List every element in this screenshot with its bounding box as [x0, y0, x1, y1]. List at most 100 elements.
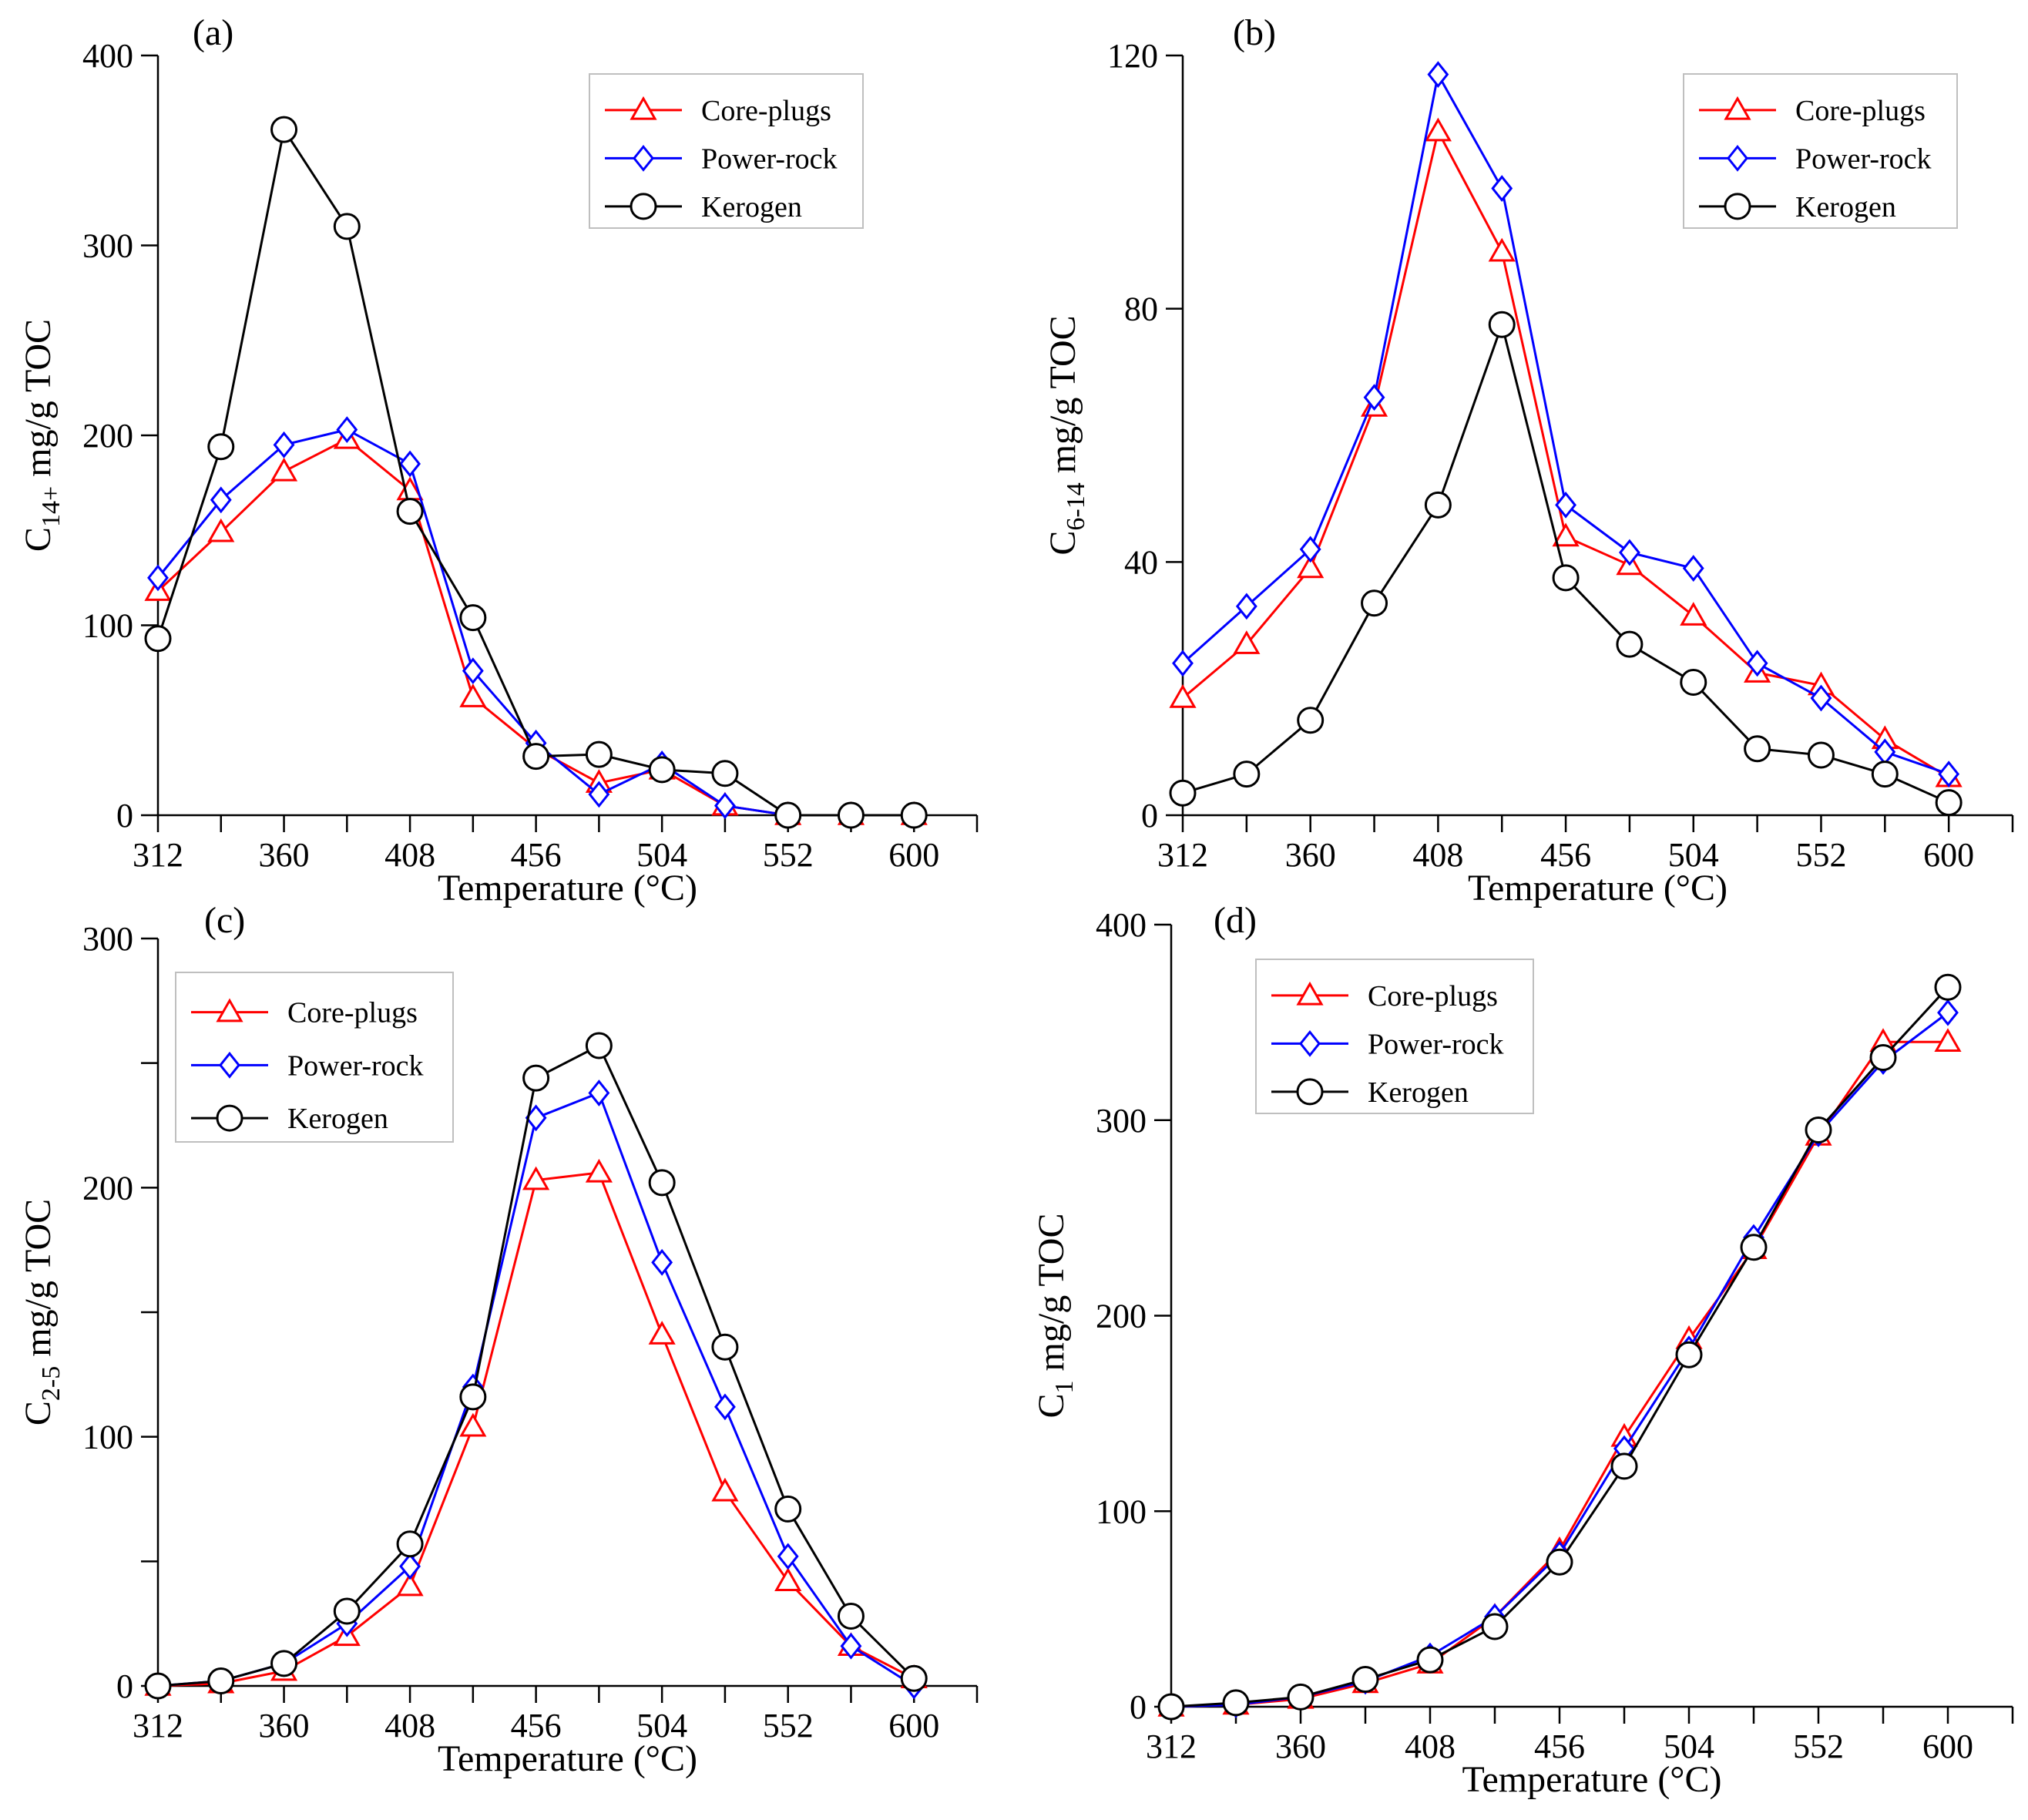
panel-a-kerogen-point — [396, 498, 424, 526]
panel-a-kerogen-point — [837, 801, 865, 829]
panel-d-y-tick-label: 400 — [1096, 906, 1147, 944]
panel-b-x-tick-label: 552 — [1795, 836, 1846, 874]
panel-b-x-tick-label: 312 — [1157, 836, 1208, 874]
panel-c-x-tick-label: 552 — [763, 1707, 814, 1744]
panel-a-kerogen-point — [522, 743, 550, 771]
panel-b-kerogen-point — [1552, 564, 1580, 592]
panel-c-core_plugs-point — [711, 1477, 739, 1502]
panel-a-legend-label-power_rock: Power-rock — [701, 143, 838, 175]
panel-c-legend-marker-kerogen — [216, 1104, 243, 1132]
panel-d-legend: Core-plugs Power-rock Kerogen — [1255, 959, 1534, 1114]
panel-d-legend-label-kerogen: Kerogen — [1368, 1076, 1469, 1109]
panel-c-kerogen-point — [207, 1667, 235, 1695]
panel-d-series-kerogen — [1157, 973, 1962, 1721]
panel-a-kerogen-point — [648, 756, 676, 784]
panel-c-kerogen-point — [333, 1597, 361, 1625]
panel-c-y-tick-label: 0 — [116, 1667, 133, 1705]
panel-d-y-tick-label: 200 — [1096, 1298, 1147, 1335]
panel-c-kerogen-point — [459, 1383, 487, 1411]
panel-b-kerogen-point — [1616, 630, 1644, 658]
panel-d-core_plugs-point — [1934, 1028, 1962, 1052]
panel-c-x-axis-title: Temperature (°C) — [438, 1738, 697, 1779]
panel-a-power_rock-point — [210, 486, 232, 514]
panel-d-legend-marker-core_plugs — [1296, 981, 1324, 1006]
panel-d-kerogen-point — [1869, 1044, 1897, 1072]
panel-b-series-power_rock — [1172, 61, 1960, 787]
panel-a: 312 360 408 456 504 552 600 0 100 200 300 400 Temper… — [18, 12, 979, 908]
panel-d-x-axis-title: Temperature (°C) — [1462, 1759, 1721, 1800]
panel-b-kerogen-point — [1680, 668, 1707, 696]
panel-c-power_rock-point — [714, 1393, 736, 1421]
panel-c-x-tick-label: 504 — [636, 1707, 687, 1744]
panel-a-x-tick-label: 312 — [133, 836, 183, 874]
panel-a-x-tick-label: 504 — [636, 836, 687, 874]
panel-b-x-tick-label: 360 — [1285, 836, 1336, 874]
panel-c-x-tick-label: 600 — [888, 1707, 939, 1744]
panel-d-x-tick-label: 312 — [1146, 1728, 1197, 1765]
panel-d-kerogen-point — [1805, 1116, 1832, 1143]
panel-b-power_rock-point — [1555, 491, 1576, 519]
panel-a-legend-label-kerogen: Kerogen — [701, 191, 802, 223]
panel-a-kerogen-point — [207, 433, 235, 461]
panel-a-x-axis-title: Temperature (°C) — [438, 868, 697, 908]
panel-d-y-tick-label: 300 — [1096, 1102, 1147, 1140]
panel-c-series-kerogen — [144, 1032, 928, 1700]
panel-b-legend-marker-kerogen — [1724, 193, 1751, 220]
panel-d-kerogen-point — [1546, 1548, 1573, 1576]
panel-c-x-tick-label: 408 — [384, 1707, 435, 1744]
panel-b-kerogen-point — [1297, 707, 1325, 734]
panel-d-kerogen-point — [1416, 1646, 1444, 1674]
panel-c-core_plugs-point — [648, 1321, 676, 1345]
panel-c-kerogen-point — [711, 1333, 739, 1361]
panel-b-kerogen-point — [1744, 735, 1771, 763]
panel-a-series-kerogen — [144, 116, 928, 829]
panel-a-kerogen-point — [270, 116, 298, 143]
panel-d-power_rock-point — [1937, 999, 1959, 1026]
panel-d-x-tick-label: 360 — [1275, 1728, 1326, 1765]
panel-a-kerogen-point — [711, 760, 739, 787]
panel-c-power_rock-point — [840, 1632, 862, 1660]
panel-a-y-axis-title: C14+ mg/g TOC — [18, 319, 65, 552]
panel-b-legend-marker-power_rock — [1727, 144, 1748, 172]
panel-c-label: (c) — [204, 900, 245, 941]
panel-d-legend-label-power_rock: Power-rock — [1368, 1028, 1504, 1060]
panel-c-kerogen-point — [522, 1064, 550, 1092]
panel-d-y-tick-label: 0 — [1130, 1688, 1147, 1726]
panel-c-kerogen-point — [900, 1664, 928, 1692]
panel-a-power_rock-point — [147, 564, 169, 592]
panel-b-core_plugs-point — [1424, 117, 1452, 142]
panel-d-legend-marker-power_rock — [1299, 1029, 1321, 1057]
panel-d-kerogen-point — [1157, 1693, 1185, 1721]
panel-c-legend-label-power_rock: Power-rock — [287, 1049, 424, 1082]
panel-c-y-tick-label: 300 — [82, 920, 133, 958]
panel-d-y-axis-title: C1 mg/g TOC — [1031, 1214, 1079, 1419]
panel-b-core_plugs-point — [1552, 522, 1580, 547]
panel-c-y-tick-label: 200 — [82, 1169, 133, 1207]
panel-b-kerogen-point — [1488, 311, 1516, 338]
panel-c-legend: Core-plugs Power-rock Kerogen — [175, 972, 454, 1143]
panel-a-core_plugs-point — [207, 518, 235, 542]
panel-c-legend-marker-core_plugs — [216, 998, 243, 1022]
panel-d-x-tick-label: 408 — [1405, 1728, 1456, 1765]
panel-b-kerogen-point — [1424, 491, 1452, 519]
panel-a-kerogen-point — [900, 801, 928, 829]
panel-a-y-tick-label: 100 — [82, 607, 133, 645]
panel-d-kerogen-point — [1675, 1341, 1703, 1368]
panel-a-kerogen-point — [774, 801, 802, 829]
panel-c-legend-label-kerogen: Kerogen — [287, 1103, 388, 1135]
panel-b-power_rock-point — [1746, 650, 1768, 677]
panel-d-x-tick-label: 456 — [1534, 1728, 1585, 1765]
panel-a-legend-label-core_plugs: Core-plugs — [701, 95, 831, 127]
panel-b-y-tick-label: 80 — [1124, 290, 1158, 328]
panel-c-power_rock-point — [777, 1543, 799, 1570]
panel-c-kerogen-point — [144, 1672, 172, 1700]
panel-b-legend-label-core_plugs: Core-plugs — [1795, 95, 1926, 127]
panel-c-kerogen-point — [648, 1169, 676, 1197]
panel-d-x-tick-label: 552 — [1793, 1728, 1844, 1765]
panel-b-y-tick-label: 0 — [1141, 797, 1158, 834]
panel-d-y-tick-label: 100 — [1096, 1493, 1147, 1530]
panel-d-kerogen-point — [1351, 1665, 1379, 1693]
panel-b-series-kerogen — [1169, 311, 1963, 817]
panel-b-x-tick-label: 600 — [1923, 836, 1974, 874]
